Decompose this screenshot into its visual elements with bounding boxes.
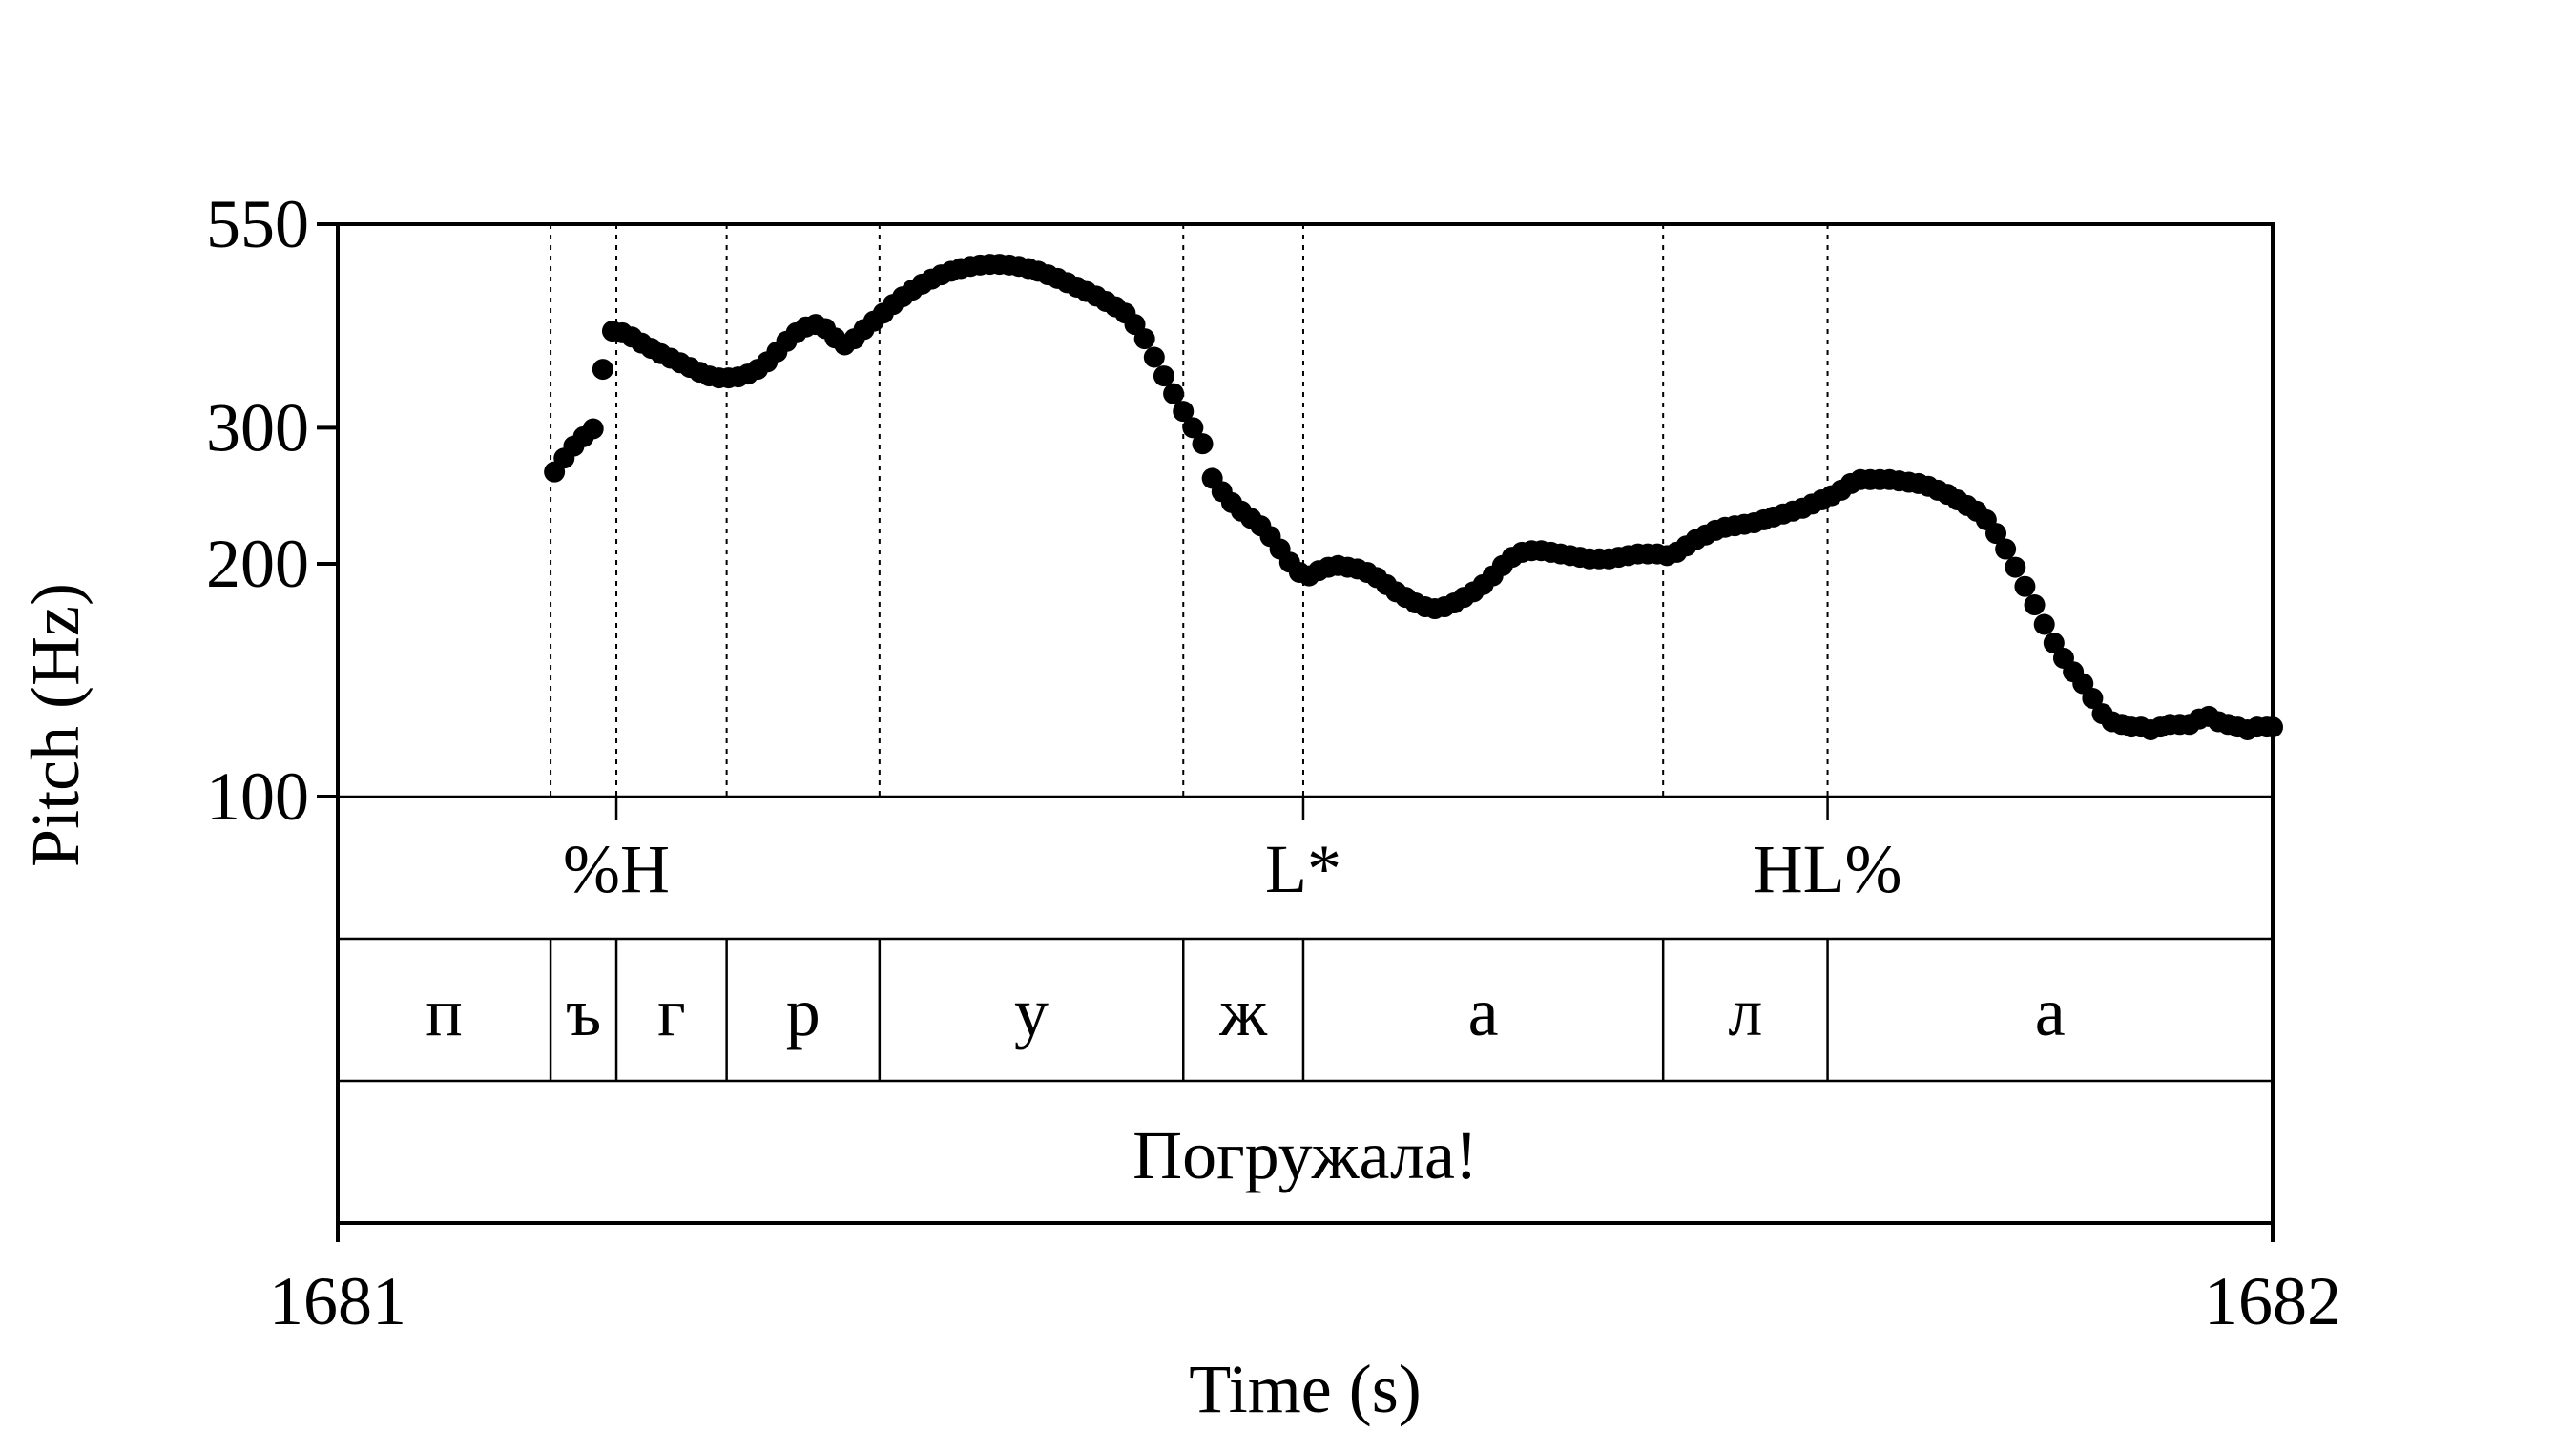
pitch-point [1153,365,1174,387]
segment-label: а [1468,974,1499,1050]
tone-label: HL% [1754,831,1902,907]
segment-label: а [2035,974,2066,1050]
x-tick-label: 1682 [2204,1263,2341,1339]
pitch-point [2043,633,2065,654]
segment-label: г [657,974,686,1050]
pitch-point [2014,575,2036,597]
y-tick-label: 200 [206,526,309,602]
pitch-point [1173,401,1195,423]
segment-label: у [1014,974,1049,1050]
pitch-point [1192,433,1214,455]
pitch-point [1163,383,1185,404]
pitch-point [1143,346,1165,368]
word-tier: Погружала! [1132,1117,1478,1193]
tone-label: %H [563,831,670,907]
y-tick-label: 300 [206,389,309,466]
pitch-point [2082,687,2104,709]
x-tick-label: 1681 [269,1263,406,1339]
segment-label: ъ [566,974,601,1050]
tone-label: L* [1265,831,1341,907]
x-axis-label: Time (s) [1189,1351,1421,1427]
segment-label: п [426,974,463,1050]
pitch-point [1133,328,1155,350]
segment-label: л [1728,974,1762,1050]
pitch-point [2262,716,2283,738]
tone-tier: %H L* HL% [563,797,1902,907]
pitch-point [2024,594,2046,616]
pitch-point [1984,523,2006,545]
pitch-track [544,254,2283,741]
pitch-point [1182,417,1204,439]
y-axis: 100 200 300 550 [206,186,338,835]
pitch-point [2005,556,2026,578]
pitch-point [582,418,604,440]
word-label: Погружала! [1132,1117,1478,1193]
segment-label: р [786,974,821,1050]
segment-label: ж [1218,974,1268,1050]
x-axis: 1681 1682 [269,1223,2341,1339]
pitch-point [1995,538,2017,560]
y-tick-label: 100 [206,758,309,835]
chart-frame [336,222,2275,1225]
pitch-point [592,359,613,381]
y-axis-label: Pitch (Hz) [17,583,93,867]
pitch-point [2033,613,2055,635]
y-tick-label: 550 [206,186,309,262]
segment-boundaries [549,224,1829,1081]
